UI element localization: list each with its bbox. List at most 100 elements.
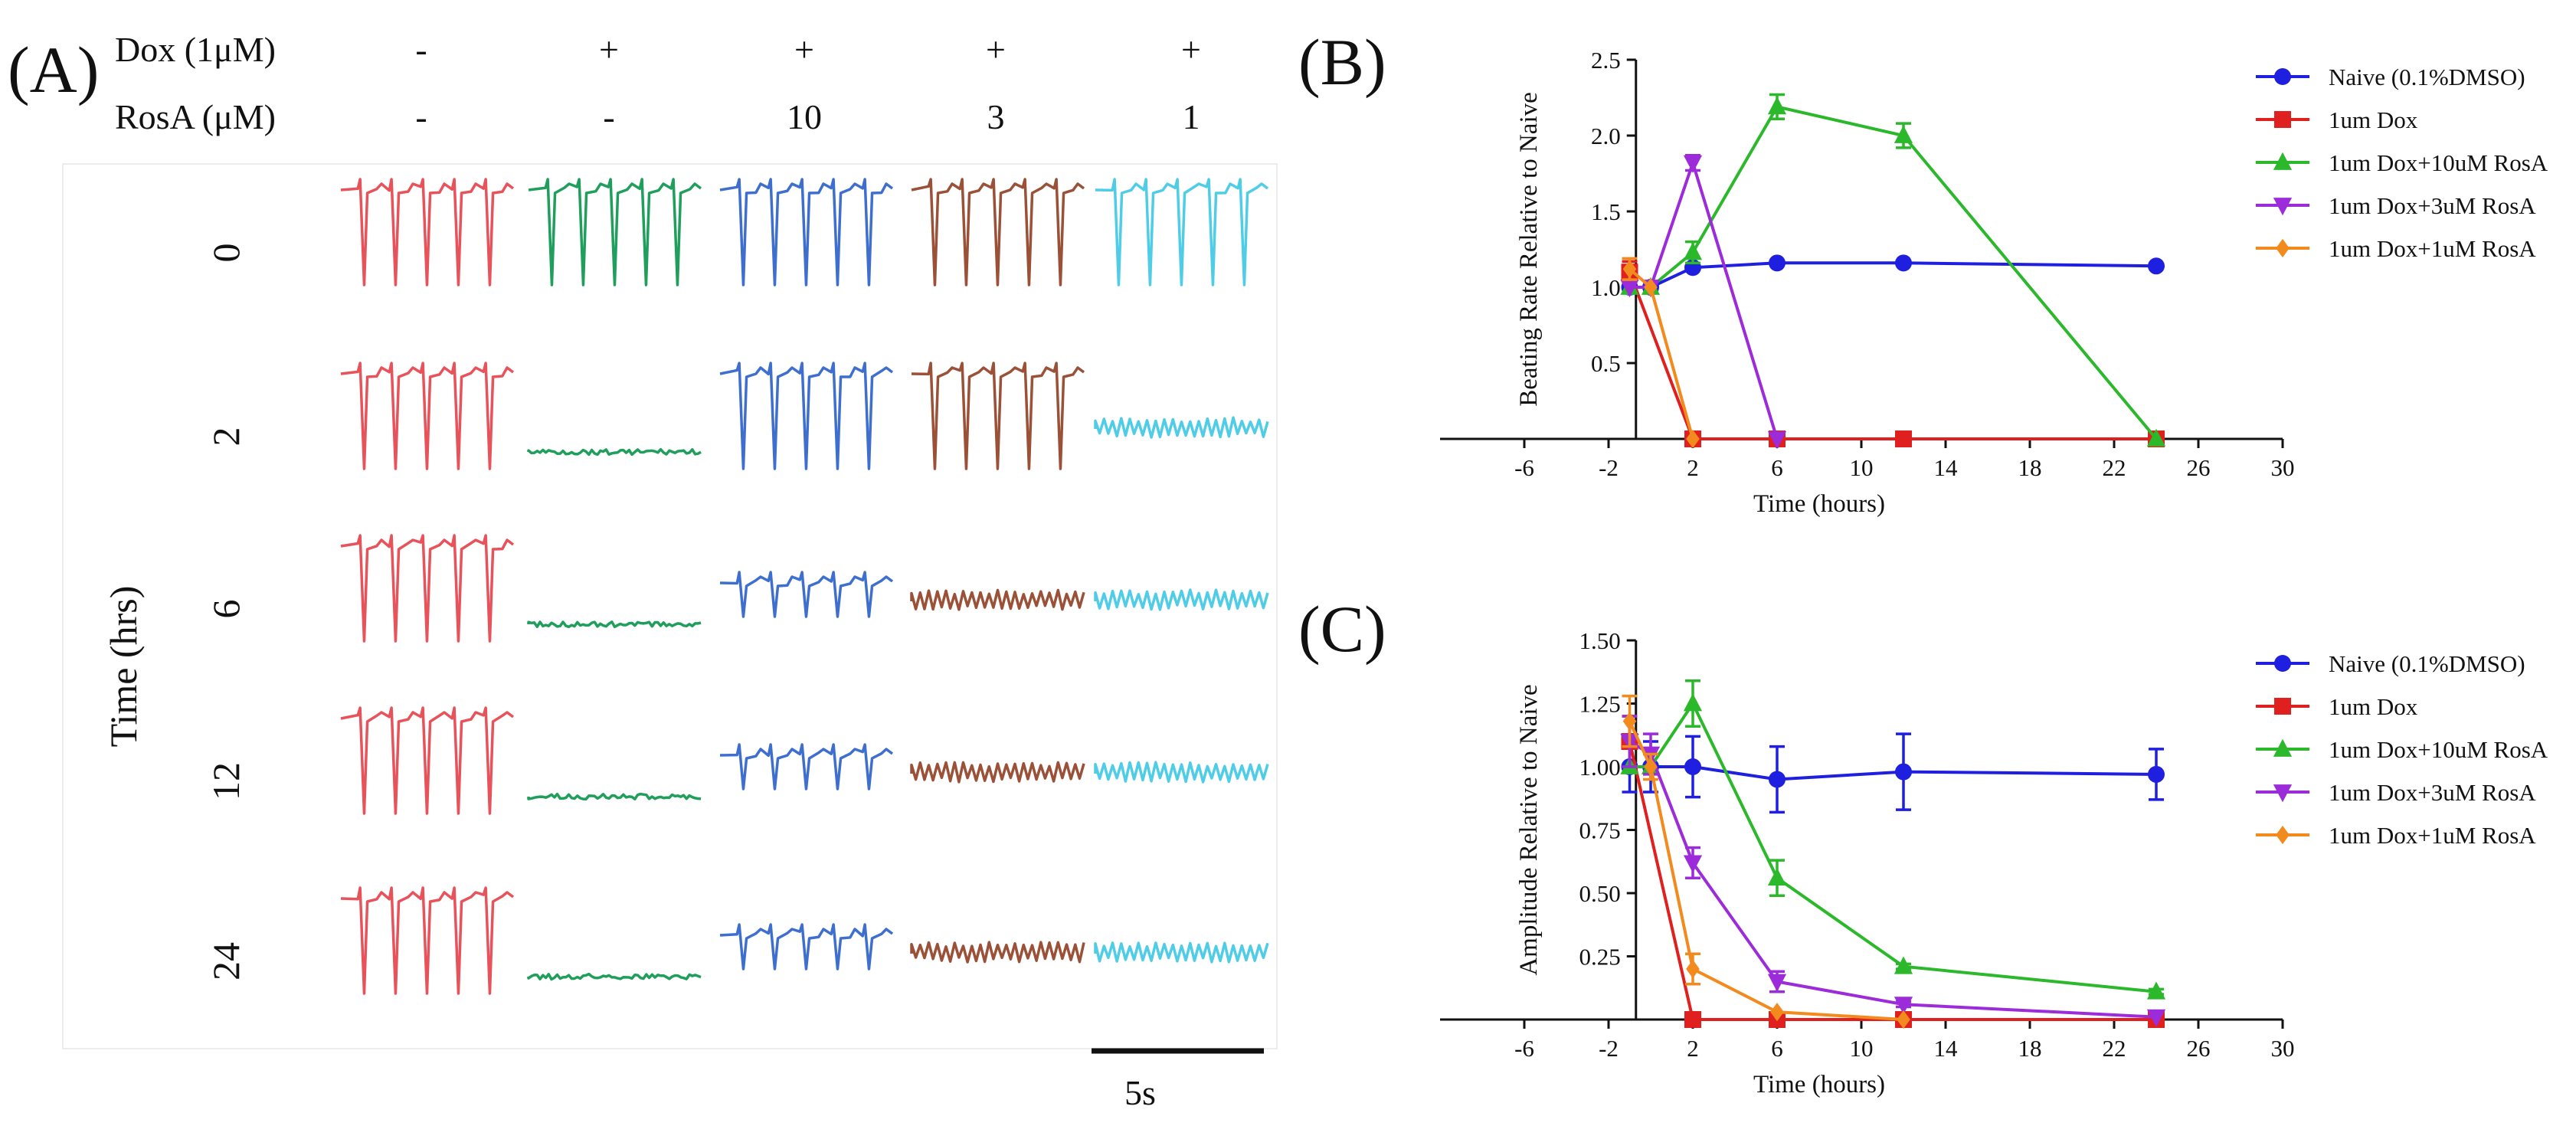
x-tick-label: 14 xyxy=(1934,1035,1959,1062)
data-point xyxy=(1620,280,1639,298)
x-tick-label: 2 xyxy=(1687,454,1699,481)
series-1 xyxy=(1621,260,2165,447)
ecg-trace-r2-c2 xyxy=(719,571,894,618)
time-point-label: 2 xyxy=(205,427,247,447)
legend-marker xyxy=(2276,825,2290,845)
x-tick-label: 22 xyxy=(2103,1035,2126,1062)
data-point xyxy=(1894,997,1913,1015)
legend-marker xyxy=(2274,111,2291,128)
data-point xyxy=(2148,257,2165,275)
data-point xyxy=(1684,1011,1701,1028)
ecg-trace-r3-c4 xyxy=(1094,761,1269,784)
series-2 xyxy=(1620,93,2166,447)
legend-label: 1um Dox+3uM RosA xyxy=(2329,779,2536,806)
ecg-trace-r0-c3 xyxy=(911,178,1085,286)
series-line xyxy=(1629,765,2157,781)
y-tick-label: 0.25 xyxy=(1579,944,1621,971)
data-point xyxy=(1894,125,1913,143)
x-tick-label: -6 xyxy=(1514,454,1534,481)
data-point xyxy=(1644,277,1658,297)
data-point xyxy=(1683,155,1703,173)
data-point xyxy=(1683,855,1703,873)
legend-marker xyxy=(2274,655,2291,672)
series-line xyxy=(1629,105,2158,440)
x-tick-label: 6 xyxy=(1771,1035,1783,1062)
x-tick-label: 30 xyxy=(2271,454,2295,481)
ecg-trace-r1-c4 xyxy=(1094,416,1269,439)
rosa-value: 3 xyxy=(987,97,1005,136)
ecg-trace-r2-c4 xyxy=(1094,588,1269,611)
dox-header: Dox (1μM) xyxy=(115,30,276,69)
rosa-value: 10 xyxy=(787,97,822,136)
ecg-trace-r3-c2 xyxy=(719,743,894,790)
series-2 xyxy=(1620,679,2166,1000)
rosa-value: 1 xyxy=(1183,97,1200,136)
ecg-trace-r1-c0 xyxy=(340,362,515,470)
series-4 xyxy=(1622,257,1700,449)
panel-c-label: (C) xyxy=(1298,592,1386,666)
legend-marker xyxy=(2274,68,2291,85)
legend-label: 1um Dox+10uM RosA xyxy=(2329,736,2548,763)
ecg-trace-r3-c1 xyxy=(527,792,702,801)
legend-label: 1um Dox+10uM RosA xyxy=(2329,149,2548,176)
y-tick-label: 1.25 xyxy=(1579,691,1621,718)
data-point xyxy=(1770,1003,1784,1022)
y-tick-label: 0.75 xyxy=(1579,817,1621,844)
legend-marker xyxy=(2274,698,2291,715)
legend-label: 1um Dox xyxy=(2329,693,2418,720)
legend-marker xyxy=(2273,738,2293,757)
series-0 xyxy=(1621,732,2165,814)
dox-value: - xyxy=(415,30,427,69)
data-point xyxy=(1644,757,1658,777)
x-tick-label: 26 xyxy=(2187,454,2211,481)
series-4 xyxy=(1622,694,1910,1029)
ecg-trace-r4-c4 xyxy=(1094,941,1269,964)
y-tick-label: 0.5 xyxy=(1591,350,1621,377)
x-axis-label: Time (hours) xyxy=(1753,490,1885,518)
ecg-trace-r4-c3 xyxy=(910,941,1085,964)
y-tick-label: 1.00 xyxy=(1579,754,1621,781)
data-point xyxy=(2146,981,2166,1000)
x-tick-label: -2 xyxy=(1599,1035,1619,1062)
x-tick-label: -6 xyxy=(1514,1035,1534,1062)
y-tick-label: 1.0 xyxy=(1591,274,1621,301)
x-tick-label: -2 xyxy=(1599,454,1619,481)
series-0 xyxy=(1621,254,2165,296)
ecg-trace-r3-c3 xyxy=(910,761,1085,784)
dox-value: + xyxy=(794,30,814,69)
data-point xyxy=(1895,254,1912,272)
data-point xyxy=(1622,260,1637,279)
legend-label: 1um Dox xyxy=(2329,106,2418,133)
rosa-header: RosA (μM) xyxy=(115,97,276,136)
legend: Naive (0.1%DMSO) 1um Dox 1um Dox+10uM RosA… xyxy=(2256,64,2548,262)
x-tick-label: 6 xyxy=(1771,454,1783,481)
data-point xyxy=(1683,242,1703,260)
x-tick-label: 18 xyxy=(2018,1035,2042,1062)
data-point xyxy=(1767,868,1787,886)
panel-a-frame xyxy=(62,163,1278,1049)
x-tick-label: 10 xyxy=(1850,454,1874,481)
legend-marker xyxy=(2273,784,2293,803)
scale-bar-label: 5s xyxy=(1124,1073,1156,1112)
x-tick-label: 2 xyxy=(1687,1035,1699,1062)
ecg-trace-r0-c0 xyxy=(340,178,515,286)
data-point xyxy=(1894,956,1913,974)
x-tick-label: 14 xyxy=(1934,454,1959,481)
y-tick-label: 1.50 xyxy=(1579,627,1621,654)
data-point xyxy=(1769,771,1786,788)
legend-marker xyxy=(2276,238,2290,258)
ecg-trace-r0-c2 xyxy=(719,178,894,286)
legend-label: Naive (0.1%DMSO) xyxy=(2329,650,2525,677)
y-tick-label: 2.5 xyxy=(1591,47,1621,74)
ecg-trace-r4-c1 xyxy=(527,972,702,981)
data-point xyxy=(1767,974,1787,992)
ecg-trace-r0-c1 xyxy=(528,178,702,286)
ecg-trace-r3-c0 xyxy=(340,706,515,815)
y-tick-label: 1.5 xyxy=(1591,198,1621,225)
ecg-trace-r2-c1 xyxy=(527,620,702,629)
data-point xyxy=(1683,693,1703,712)
time-axis-label: Time (hrs) xyxy=(102,586,145,748)
legend-marker xyxy=(2273,152,2293,170)
data-point xyxy=(2148,765,2165,783)
